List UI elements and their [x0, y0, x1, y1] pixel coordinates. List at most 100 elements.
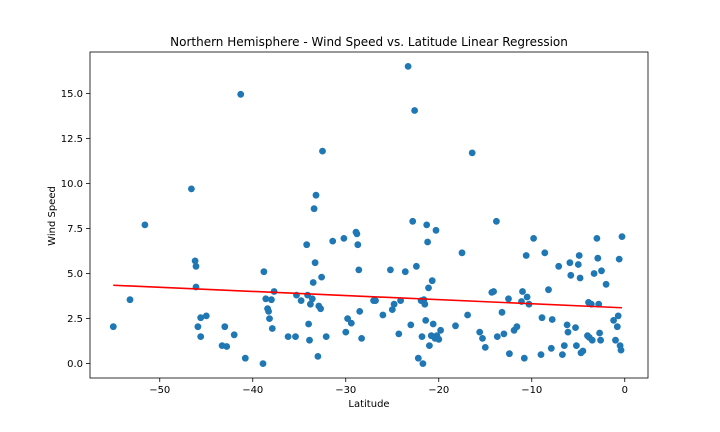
data-point — [530, 235, 537, 242]
data-point — [493, 333, 501, 340]
data-point — [617, 346, 625, 354]
x-axis: −50 −40 −30 −20 −10 0 — [149, 378, 628, 396]
x-tick-label: −10 — [521, 385, 542, 396]
data-point — [354, 241, 362, 249]
data-point — [418, 333, 426, 340]
data-point — [221, 323, 229, 331]
regression-layer — [113, 284, 622, 309]
data-point — [572, 324, 579, 331]
data-point — [481, 344, 489, 351]
data-point — [547, 344, 555, 352]
data-point — [358, 335, 365, 342]
data-point — [322, 333, 330, 340]
data-point — [191, 257, 199, 265]
data-point — [192, 262, 200, 270]
data-point — [429, 320, 437, 328]
data-point — [318, 273, 325, 281]
data-point — [422, 317, 430, 324]
y-tick-label: 0.0 — [67, 359, 83, 370]
data-point — [126, 296, 134, 304]
data-point — [265, 308, 272, 315]
data-point — [597, 336, 604, 344]
data-point — [197, 333, 205, 340]
data-point — [266, 315, 273, 322]
data-point — [598, 267, 605, 275]
data-point — [428, 277, 436, 285]
data-point — [610, 317, 617, 324]
data-point — [230, 331, 238, 339]
data-point — [566, 259, 574, 267]
data-point — [560, 342, 568, 349]
data-point — [395, 330, 403, 338]
data-point — [414, 354, 422, 362]
data-point — [237, 90, 245, 98]
data-point — [538, 314, 546, 322]
data-point — [593, 235, 601, 242]
data-point — [426, 342, 433, 349]
x-axis-label: Latitude — [348, 399, 389, 410]
data-point — [594, 254, 602, 262]
data-point — [356, 308, 364, 315]
data-point — [523, 293, 531, 301]
y-tick-label: 10.0 — [61, 179, 83, 190]
data-point — [437, 326, 444, 334]
data-point — [109, 323, 117, 331]
y-axis-label: Wind Speed — [47, 186, 58, 246]
data-point — [379, 311, 387, 319]
data-point — [284, 333, 292, 340]
data-point — [618, 233, 626, 241]
data-point — [260, 268, 268, 276]
data-point — [505, 295, 512, 303]
data-point — [411, 107, 418, 114]
y-tick-label: 12.5 — [61, 134, 83, 145]
data-point — [342, 328, 350, 336]
data-point — [401, 268, 409, 276]
data-point — [409, 217, 417, 225]
data-point — [314, 353, 322, 360]
regression-line — [113, 284, 622, 309]
data-point — [329, 237, 337, 245]
data-point — [602, 280, 610, 288]
data-point — [435, 335, 443, 343]
data-point — [506, 350, 513, 358]
data-point — [309, 279, 317, 286]
data-point — [573, 342, 580, 349]
data-point — [488, 289, 496, 296]
data-point — [319, 147, 326, 155]
data-point — [567, 271, 575, 279]
plot-frame — [89, 51, 649, 379]
y-tick-label: 2.5 — [67, 314, 83, 325]
data-point — [353, 230, 361, 238]
data-point — [615, 255, 623, 263]
data-point — [404, 63, 412, 70]
data-point — [347, 319, 355, 327]
data-point — [344, 315, 351, 322]
y-tick-label: 15.0 — [61, 89, 83, 100]
data-point — [613, 323, 621, 331]
data-point — [563, 321, 571, 329]
x-tick-label: −40 — [242, 385, 263, 396]
data-point — [262, 295, 270, 303]
data-point — [468, 149, 476, 157]
data-point — [340, 235, 348, 242]
chart-title: Northern Hemisphere - Wind Speed vs. Lat… — [170, 35, 568, 49]
data-point — [303, 241, 311, 249]
x-tick-label: −30 — [335, 385, 356, 396]
data-point — [425, 284, 432, 292]
data-point — [370, 297, 377, 304]
data-point — [310, 205, 318, 213]
data-point — [464, 311, 471, 319]
data-point — [585, 299, 592, 306]
data-point — [452, 322, 459, 330]
data-point — [268, 325, 276, 332]
data-point — [388, 306, 396, 313]
data-point — [541, 249, 549, 257]
y-tick-label: 7.5 — [67, 224, 83, 235]
data-point — [355, 266, 363, 274]
data-point — [575, 252, 583, 259]
data-point — [141, 221, 149, 229]
points-layer — [109, 63, 626, 367]
data-point — [493, 217, 500, 225]
data-point — [498, 308, 506, 316]
data-point — [479, 335, 486, 342]
